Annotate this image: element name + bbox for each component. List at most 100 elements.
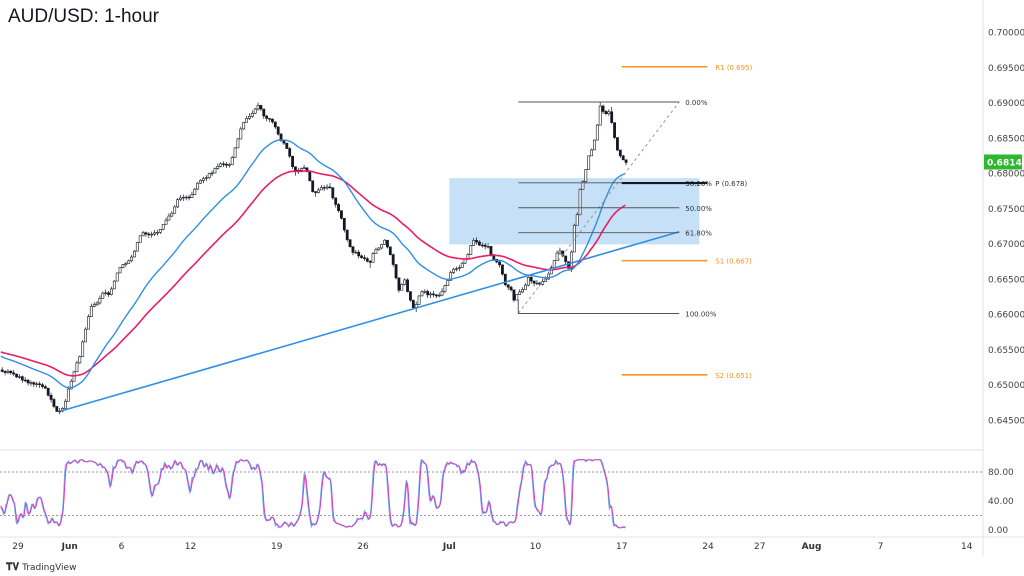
candle	[371, 253, 375, 263]
candle	[18, 376, 21, 378]
candle	[595, 124, 599, 141]
candle	[196, 182, 200, 190]
candle	[529, 277, 533, 282]
candle	[578, 188, 582, 216]
time-axis-label: 17	[616, 542, 627, 552]
candle	[92, 304, 96, 307]
candle	[486, 246, 490, 248]
candle	[181, 196, 185, 199]
price-axis-label: 0.68000	[988, 170, 1024, 180]
candle	[403, 279, 407, 285]
candle	[351, 246, 355, 253]
candle	[437, 294, 441, 297]
candle	[236, 138, 240, 149]
candle	[446, 280, 450, 286]
pivot-label: R1 (0.695)	[715, 64, 752, 72]
candle	[58, 410, 62, 413]
candle	[558, 250, 562, 254]
price-axis-label: 0.69500	[988, 64, 1024, 74]
candle	[621, 155, 625, 161]
candle	[153, 232, 156, 235]
candle	[207, 173, 211, 178]
candle	[411, 299, 415, 308]
candle	[147, 233, 151, 236]
candle	[184, 196, 188, 199]
candle	[89, 306, 93, 317]
candle	[35, 383, 39, 385]
candle	[322, 187, 326, 189]
candle	[268, 118, 271, 120]
candle	[250, 112, 254, 117]
candle	[561, 250, 565, 257]
candle	[32, 382, 36, 385]
candle	[6, 370, 10, 373]
candle	[210, 172, 214, 175]
candle	[334, 197, 338, 205]
candle	[357, 251, 361, 257]
price-axis-label: 0.67500	[988, 205, 1024, 215]
candle	[590, 149, 593, 157]
candles	[0, 101, 628, 415]
candle	[572, 224, 576, 253]
candle	[291, 155, 294, 168]
candle	[84, 328, 87, 343]
candle	[179, 197, 182, 201]
candle	[161, 223, 165, 230]
candle	[311, 180, 315, 192]
candle	[43, 386, 47, 389]
candle	[271, 118, 274, 123]
candle	[199, 180, 202, 184]
candle	[64, 400, 67, 409]
candle	[512, 289, 516, 301]
candle	[613, 122, 616, 138]
candle	[107, 292, 110, 295]
time-axis-label: 6	[119, 542, 125, 552]
time-axis-label: 29	[12, 542, 24, 552]
candle	[432, 293, 435, 296]
chart-title: AUD/USD: 1-hour	[8, 6, 159, 27]
candle	[397, 277, 401, 291]
candle	[190, 194, 194, 199]
candle	[501, 264, 504, 275]
candle	[348, 239, 352, 247]
candle	[262, 108, 266, 117]
candle	[187, 196, 191, 199]
candle	[374, 249, 378, 254]
candle	[230, 157, 234, 166]
candle	[239, 128, 243, 140]
candle	[598, 105, 602, 126]
candle	[273, 121, 277, 128]
candle	[368, 260, 372, 263]
candle	[104, 292, 108, 294]
candle	[222, 163, 225, 165]
candle	[213, 168, 217, 174]
last-price-label: 0.68142	[987, 158, 1024, 168]
candle	[282, 140, 286, 144]
pivot-label: S1 (0.667)	[715, 258, 752, 266]
candle	[81, 341, 85, 357]
candle	[360, 255, 363, 258]
candle	[489, 246, 493, 255]
candle	[434, 294, 438, 297]
candle	[331, 187, 335, 199]
candle	[555, 252, 559, 261]
candle	[604, 111, 608, 114]
candle	[150, 233, 154, 236]
candle	[23, 379, 27, 382]
candle	[265, 115, 269, 119]
price-axis-label: 0.66500	[988, 275, 1024, 285]
candle	[204, 177, 208, 179]
candle	[121, 264, 125, 268]
candle	[498, 261, 501, 266]
tradingview-logo-icon: 𝐓𝐕	[6, 562, 20, 573]
candle	[170, 213, 174, 217]
candle	[509, 286, 513, 291]
candle	[26, 379, 30, 384]
candle	[233, 147, 237, 158]
candle	[299, 168, 303, 171]
candle	[449, 272, 453, 281]
candle	[158, 229, 162, 233]
candle	[302, 167, 306, 170]
candle	[219, 163, 223, 167]
